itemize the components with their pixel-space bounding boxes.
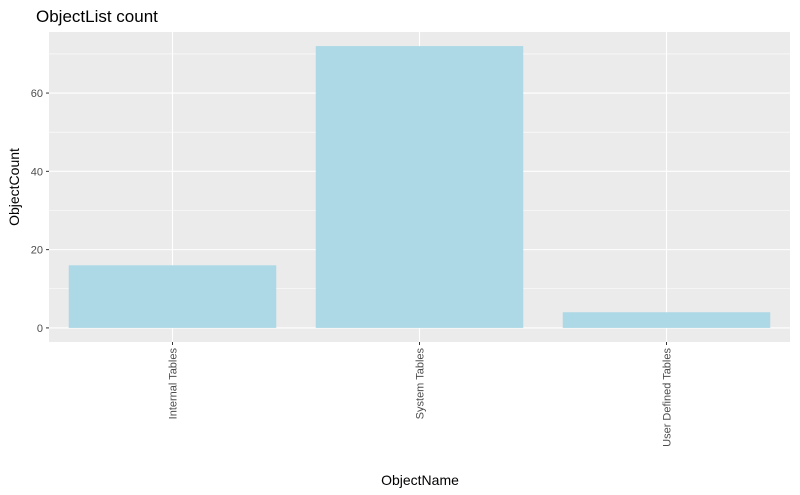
x-tick-label: User Defined Tables [662,348,674,447]
chart-title: ObjectList count [36,7,158,26]
bars [68,46,771,328]
y-axis-title: ObjectCount [6,148,22,226]
y-tick-label: 40 [31,166,43,178]
x-axis-title: ObjectName [381,472,459,488]
bar [68,265,277,328]
y-tick-label: 0 [37,323,43,335]
bar [562,312,771,328]
y-tick-label: 20 [31,245,43,257]
y-tick-label: 60 [31,88,43,100]
x-axis-ticks: Internal Tables System Tables User Defined… [168,342,674,447]
bar [315,46,524,328]
x-tick-label: System Tables [415,348,427,420]
y-axis-ticks: 0 20 40 60 [31,88,49,335]
x-tick-label: Internal Tables [168,348,180,420]
